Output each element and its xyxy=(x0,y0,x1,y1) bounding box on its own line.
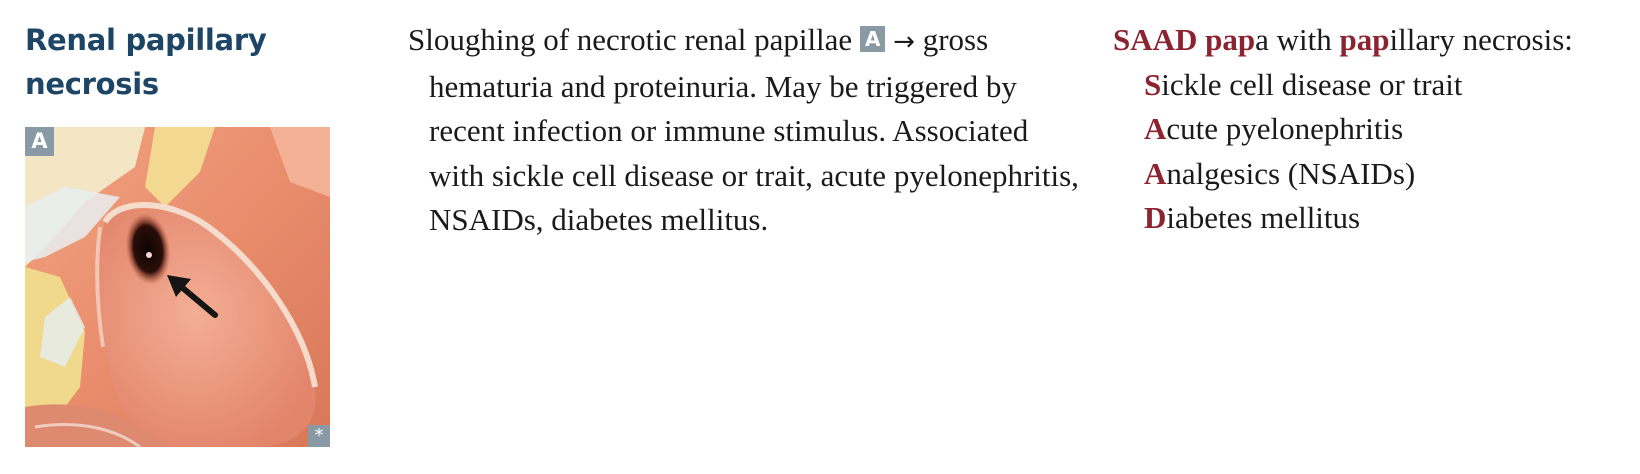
mnemonic-item: Diabetes mellitus xyxy=(1144,196,1633,241)
mnemonic-word: ickle cell disease or trait xyxy=(1161,66,1463,102)
mnemonic-item: Analgesics (NSAIDs) xyxy=(1144,152,1633,197)
mnemonic-item: Acute pyelonephritis xyxy=(1144,107,1633,152)
right-arrow-icon: → xyxy=(893,27,915,57)
heading-line-2: necrosis xyxy=(25,67,159,101)
description-text-2: gross hematuria and proteinuria. May be … xyxy=(429,22,1079,237)
mnemonic-letter: S xyxy=(1144,66,1162,102)
mnemonic-title-pap-1: pap xyxy=(1205,22,1256,57)
mnemonic-title: SAAD papa with papillary necrosis: xyxy=(1113,18,1633,63)
mnemonic-letter: A xyxy=(1144,155,1167,191)
mnemonic-list: Sickle cell disease or trait Acute pyelo… xyxy=(1113,63,1633,241)
description-text-1: Sloughing of necrotic renal papillae xyxy=(408,22,860,57)
mnemonic-title-space xyxy=(1197,22,1205,57)
figure-credit-mark: * xyxy=(308,425,330,447)
mnemonic-word: cute pyelonephritis xyxy=(1166,111,1404,146)
mnemonic-title-text-1: a with xyxy=(1255,22,1340,57)
inline-figure-label-a: A xyxy=(859,26,886,52)
mnemonic-title-pap-2: pap xyxy=(1339,22,1390,57)
mnemonic-title-saad: SAAD xyxy=(1113,22,1198,57)
mnemonic-letter: A xyxy=(1144,111,1167,146)
mnemonic-item: Sickle cell disease or trait xyxy=(1144,63,1633,108)
mnemonic-column: SAAD papa with papillary necrosis: Sickl… xyxy=(1113,18,1633,241)
figure-label-a: A xyxy=(25,127,54,156)
description-paragraph: Sloughing of necrotic renal papillae A →… xyxy=(408,18,1088,243)
mnemonic-word: nalgesics (NSAIDs) xyxy=(1166,155,1416,191)
kidney-photo-illustration xyxy=(25,127,330,447)
kidney-gross-image: A * xyxy=(25,127,330,447)
mnemonic-title-text-2: illary necrosis: xyxy=(1389,22,1573,57)
description-column: Sloughing of necrotic renal papillae A →… xyxy=(408,18,1088,243)
mnemonic-letter: D xyxy=(1144,200,1167,235)
mnemonic-word: iabetes mellitus xyxy=(1166,200,1361,235)
section-heading: Renal papillary necrosis xyxy=(25,18,345,106)
heading-line-1: Renal papillary xyxy=(25,23,267,57)
